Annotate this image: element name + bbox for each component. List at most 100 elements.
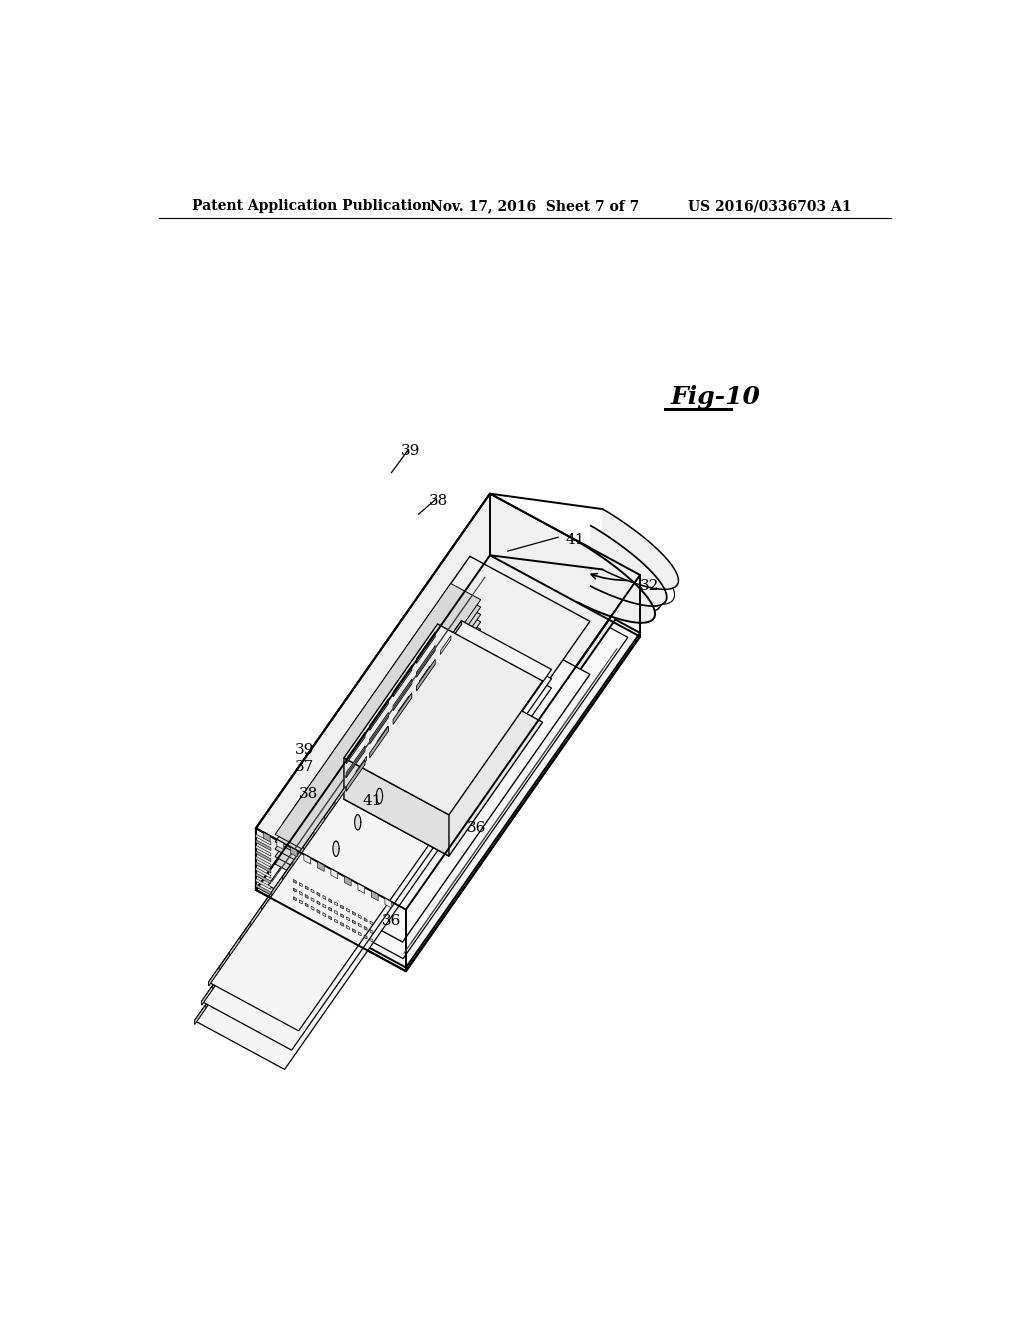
Polygon shape — [358, 923, 361, 927]
Polygon shape — [217, 973, 228, 993]
Text: 39: 39 — [295, 743, 314, 756]
Polygon shape — [275, 606, 480, 873]
Polygon shape — [317, 909, 319, 913]
Polygon shape — [358, 883, 365, 894]
Polygon shape — [350, 783, 361, 801]
Polygon shape — [377, 726, 388, 744]
Polygon shape — [256, 884, 271, 895]
Polygon shape — [356, 756, 367, 775]
Polygon shape — [317, 892, 319, 896]
Polygon shape — [417, 632, 435, 664]
Polygon shape — [299, 900, 302, 904]
Polygon shape — [256, 879, 271, 890]
Polygon shape — [417, 645, 435, 677]
Polygon shape — [275, 612, 480, 880]
Polygon shape — [365, 927, 367, 931]
Polygon shape — [346, 925, 349, 929]
Polygon shape — [332, 800, 342, 820]
Polygon shape — [239, 941, 250, 961]
Polygon shape — [323, 895, 326, 899]
Text: 32: 32 — [640, 578, 658, 593]
Polygon shape — [209, 620, 462, 986]
Polygon shape — [344, 758, 449, 857]
Polygon shape — [370, 726, 388, 758]
Polygon shape — [245, 924, 256, 944]
Polygon shape — [335, 902, 338, 906]
Polygon shape — [266, 894, 278, 912]
Polygon shape — [346, 733, 365, 764]
Polygon shape — [256, 867, 271, 878]
Polygon shape — [256, 845, 271, 857]
Text: 41: 41 — [566, 532, 586, 546]
Polygon shape — [346, 746, 365, 777]
Polygon shape — [256, 552, 640, 968]
Polygon shape — [256, 851, 271, 862]
Polygon shape — [370, 939, 373, 942]
Polygon shape — [275, 591, 480, 858]
Polygon shape — [306, 846, 316, 866]
Polygon shape — [591, 525, 667, 606]
Polygon shape — [346, 908, 349, 912]
Polygon shape — [299, 891, 302, 895]
Polygon shape — [365, 935, 367, 939]
Polygon shape — [375, 738, 386, 758]
Text: 38: 38 — [299, 787, 317, 801]
Text: Nov. 17, 2016  Sheet 7 of 7: Nov. 17, 2016 Sheet 7 of 7 — [430, 199, 640, 213]
Polygon shape — [328, 814, 339, 834]
Polygon shape — [335, 787, 345, 805]
Polygon shape — [275, 598, 480, 866]
Polygon shape — [329, 907, 332, 911]
Polygon shape — [284, 878, 295, 898]
Polygon shape — [370, 713, 388, 744]
Polygon shape — [418, 676, 429, 696]
Polygon shape — [256, 862, 271, 873]
Polygon shape — [393, 678, 412, 710]
Polygon shape — [602, 510, 679, 589]
Polygon shape — [256, 840, 271, 850]
Polygon shape — [335, 919, 338, 923]
Polygon shape — [283, 610, 590, 942]
Polygon shape — [256, 494, 640, 909]
Polygon shape — [276, 840, 284, 850]
Polygon shape — [398, 696, 409, 714]
Polygon shape — [439, 655, 451, 675]
Text: Patent Application Publication: Patent Application Publication — [191, 199, 431, 213]
Polygon shape — [256, 494, 490, 890]
Polygon shape — [393, 693, 412, 725]
Polygon shape — [311, 898, 314, 902]
Polygon shape — [317, 900, 319, 906]
Polygon shape — [291, 847, 297, 857]
Polygon shape — [263, 833, 270, 842]
Polygon shape — [420, 665, 430, 685]
Polygon shape — [344, 665, 543, 857]
Text: 39: 39 — [401, 444, 421, 458]
Polygon shape — [329, 916, 332, 920]
Polygon shape — [209, 620, 552, 1031]
Polygon shape — [268, 564, 628, 958]
Polygon shape — [341, 923, 343, 927]
Polygon shape — [195, 639, 552, 1069]
Polygon shape — [580, 543, 655, 623]
Polygon shape — [294, 888, 296, 892]
Polygon shape — [377, 788, 383, 804]
Polygon shape — [283, 556, 590, 890]
Polygon shape — [304, 854, 310, 865]
Polygon shape — [370, 929, 373, 933]
Polygon shape — [317, 862, 325, 871]
Polygon shape — [396, 708, 408, 726]
Text: 38: 38 — [428, 494, 447, 508]
Polygon shape — [271, 876, 283, 895]
Polygon shape — [352, 920, 355, 924]
Polygon shape — [209, 968, 219, 986]
Polygon shape — [417, 659, 435, 690]
Polygon shape — [305, 903, 308, 907]
Polygon shape — [352, 928, 355, 933]
Polygon shape — [314, 817, 325, 836]
Polygon shape — [195, 639, 462, 1024]
Polygon shape — [223, 954, 234, 974]
Polygon shape — [299, 883, 302, 887]
Polygon shape — [354, 814, 360, 830]
Polygon shape — [229, 937, 241, 956]
Polygon shape — [358, 915, 361, 919]
Polygon shape — [358, 932, 361, 936]
